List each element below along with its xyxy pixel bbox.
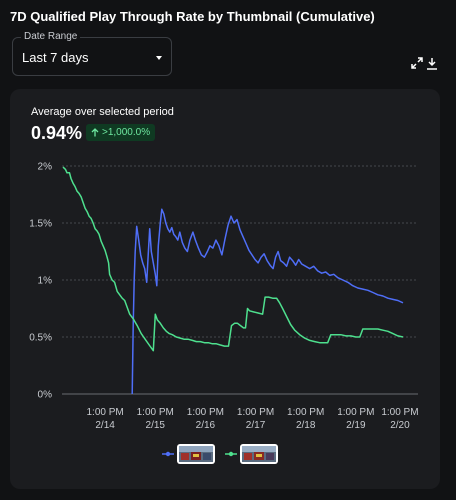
expand-icon[interactable] (411, 57, 423, 71)
chart-toolbar (411, 57, 438, 71)
legend-item-green[interactable] (225, 444, 278, 464)
x-tick-label: 2/14 (95, 420, 115, 431)
thumbnail-image (240, 444, 278, 464)
x-tick-label: 1:00 PM (337, 407, 374, 418)
chart-card (10, 89, 440, 489)
x-tick-label: 1:00 PM (86, 407, 123, 418)
legend-marker-blue (162, 451, 174, 457)
date-range-label: Date Range (21, 31, 81, 42)
x-tick-label: 1:00 PM (137, 407, 174, 418)
y-tick-label: 0.5% (29, 333, 52, 344)
y-tick-label: 1% (38, 276, 53, 287)
date-range-select[interactable]: Date Range Last 7 days (12, 31, 172, 76)
x-tick-label: 2/15 (146, 420, 166, 431)
change-value: >1,000.0% (102, 127, 151, 138)
caret-down-icon (156, 56, 162, 60)
legend-marker-green (225, 451, 237, 457)
summary-label: Average over selected period (31, 106, 174, 118)
arrow-up-icon (91, 128, 99, 137)
x-tick-label: 1:00 PM (381, 407, 418, 418)
x-tick-label: 2/17 (246, 420, 266, 431)
x-tick-label: 2/20 (390, 420, 410, 431)
summary-value: 0.94% (31, 123, 83, 143)
x-tick-label: 1:00 PM (187, 407, 224, 418)
x-tick-label: 1:00 PM (237, 407, 274, 418)
chart-legend (162, 444, 278, 464)
series-line-blue (131, 208, 404, 395)
date-range-value: Last 7 days (22, 50, 89, 65)
change-badge: >1,000.0% (86, 124, 156, 141)
x-tick-label: 2/19 (346, 420, 366, 431)
legend-item-blue[interactable] (162, 444, 215, 464)
series-line-green (62, 166, 404, 352)
x-tick-label: 2/16 (196, 420, 216, 431)
y-tick-label: 2% (38, 162, 53, 173)
download-icon[interactable] (426, 57, 438, 71)
x-tick-label: 2/18 (296, 420, 316, 431)
y-tick-label: 0% (38, 390, 53, 401)
x-tick-label: 1:00 PM (287, 407, 324, 418)
thumbnail-image (177, 444, 215, 464)
y-tick-label: 1.5% (29, 219, 52, 230)
page-title: 7D Qualified Play Through Rate by Thumbn… (10, 9, 375, 24)
